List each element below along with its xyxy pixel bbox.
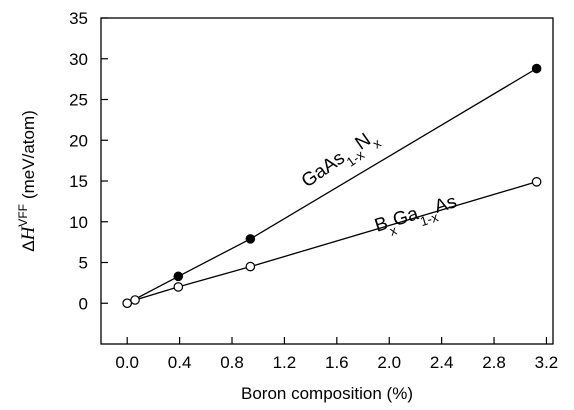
series-group — [122, 63, 542, 309]
y-tick-label: 5 — [79, 254, 88, 273]
x-tick-label: 0.8 — [220, 353, 244, 372]
data-point — [130, 295, 140, 305]
data-point — [245, 234, 256, 244]
y-tick-label: 0 — [79, 294, 88, 313]
y-tick-label: 15 — [69, 172, 88, 191]
data-point — [531, 177, 542, 187]
x-tick-label: 0.4 — [168, 353, 192, 372]
x-axis-title: Boron composition (%) — [241, 384, 413, 403]
data-point — [173, 271, 184, 282]
data-point — [173, 282, 184, 292]
ticks: 0.0 0.4 0.8 1.2 1.6 2.0 2.4 2.8 3.2 0 5 10 15 20 25 30 3… — [69, 9, 558, 372]
x-tick-label: 1.6 — [325, 353, 349, 372]
y-tick-label: 30 — [69, 50, 88, 69]
series-line-1 — [126, 181, 537, 304]
y-tick-label: 10 — [69, 213, 88, 232]
y-tick-label: 20 — [69, 131, 88, 150]
y-tick-label: 35 — [69, 9, 88, 28]
x-tick-label: 3.2 — [535, 353, 559, 372]
series-label-bgaas: BxGa1-xAs — [372, 191, 461, 242]
plot-frame — [100, 17, 554, 345]
series-label-gaasn: GaAs1-xNx — [298, 125, 384, 196]
x-tick-label: 2.0 — [377, 353, 401, 372]
data-point — [531, 63, 542, 74]
x-tick-label: 2.8 — [482, 353, 506, 372]
data-point — [245, 261, 256, 272]
x-tick-label: 2.4 — [430, 353, 454, 372]
data-point — [122, 298, 133, 309]
x-tick-label: 0.0 — [115, 353, 139, 372]
y-tick-label: 25 — [69, 91, 88, 110]
series-line-0 — [126, 67, 537, 304]
x-tick-label: 1.2 — [273, 353, 297, 372]
y-axis-title: ΔHVFF(meV/atom) — [16, 110, 39, 252]
